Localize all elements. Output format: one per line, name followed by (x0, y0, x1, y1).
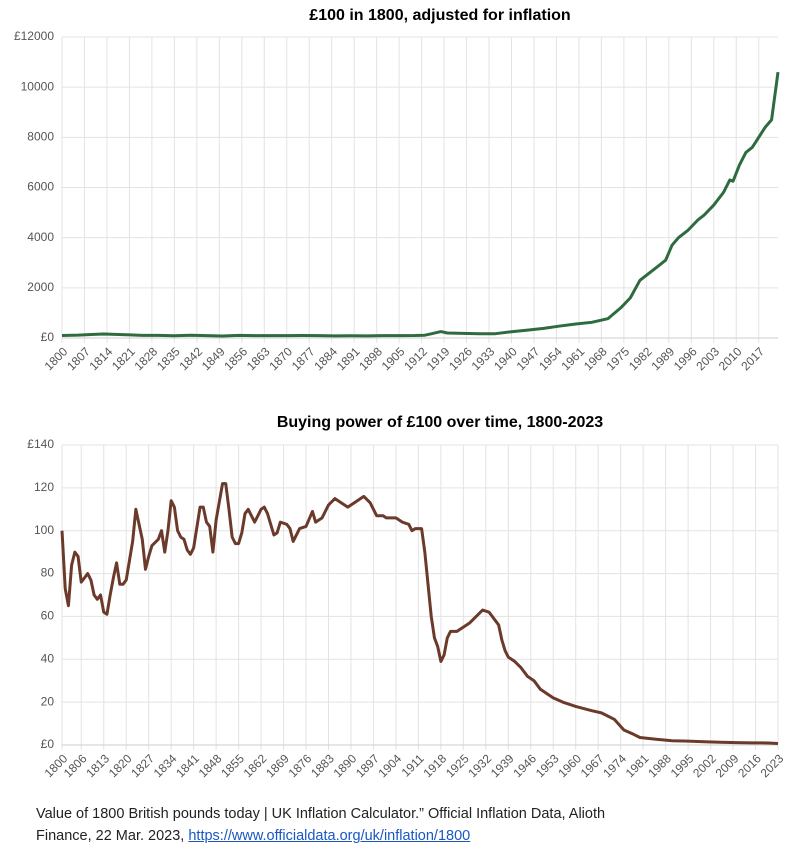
x-tick-label: 1820 (106, 751, 135, 780)
y-tick-label: 20 (41, 694, 55, 708)
x-tick-label: 1834 (151, 751, 180, 780)
citation-link[interactable]: https://www.officialdata.org/uk/inflatio… (188, 828, 471, 844)
x-tick-label: 1842 (176, 344, 205, 373)
x-tick-label: 1821 (109, 344, 138, 373)
x-tick-label: 1933 (469, 344, 498, 373)
x-tick-label: 1926 (446, 344, 475, 373)
x-tick-label: 1919 (424, 344, 453, 373)
x-tick-label: 1835 (154, 344, 183, 373)
y-tick-label: 10000 (21, 79, 55, 93)
x-tick-label: 1946 (510, 751, 539, 780)
x-tick-label: 1918 (420, 751, 449, 780)
x-tick-label: 1884 (311, 344, 340, 373)
y-tick-label: 60 (41, 609, 55, 623)
x-tick-label: 1954 (536, 344, 565, 373)
x-tick-label: 1974 (600, 751, 629, 780)
y-tick-label: £0 (41, 330, 55, 344)
x-tick-label: 1897 (353, 751, 382, 780)
chart-title: Buying power of £100 over time, 1800-202… (277, 414, 603, 431)
x-tick-label: 1813 (83, 751, 112, 780)
x-tick-label: 1849 (199, 344, 228, 373)
x-tick-label: 1939 (488, 751, 517, 780)
x-tick-label: 2016 (735, 751, 764, 780)
x-tick-label: 1967 (578, 751, 607, 780)
x-tick-label: 1961 (559, 344, 588, 373)
x-tick-label: 1877 (289, 344, 318, 373)
x-tick-label: 1827 (128, 751, 157, 780)
y-tick-label: £12000 (14, 29, 54, 43)
x-tick-label: 1862 (241, 751, 270, 780)
x-tick-label: 1841 (173, 751, 202, 780)
x-tick-label: 1898 (356, 344, 385, 373)
x-tick-label: 1848 (196, 751, 225, 780)
y-tick-label: 120 (34, 480, 54, 494)
y-tick-label: £140 (27, 437, 54, 451)
charts: £100 in 1800, adjusted for inflation £0 20… (14, 7, 787, 780)
x-tick-label: 2002 (690, 751, 719, 780)
x-tick-label: 1800 (42, 344, 71, 373)
x-tick-label: 1807 (64, 344, 93, 373)
x-tick-label: 1925 (443, 751, 472, 780)
x-tick-label: 1960 (555, 751, 584, 780)
x-tick-label: 1870 (266, 344, 295, 373)
x-tick-label: 1863 (244, 344, 273, 373)
x-tick-label: 1828 (131, 344, 160, 373)
y-tick-label: £0 (41, 737, 55, 751)
x-tick-label: 1904 (376, 751, 405, 780)
x-tick-label: 1855 (218, 751, 247, 780)
y-tick-label: 40 (41, 651, 55, 665)
x-tick-label: 1996 (671, 344, 700, 373)
y-tick-label: 80 (41, 566, 55, 580)
x-tick-label: 1905 (379, 344, 408, 373)
y-tick-label: 100 (34, 523, 54, 537)
x-tick-label: 1968 (581, 344, 610, 373)
x-tick-label: 1995 (668, 751, 697, 780)
y-tick-label: 4000 (27, 230, 54, 244)
citation: Value of 1800 British pounds today | UK … (36, 803, 656, 847)
x-tick-label: 1911 (399, 751, 427, 779)
y-tick-label: 8000 (27, 130, 54, 144)
data-line (61, 71, 780, 338)
x-tick-label: 2017 (738, 344, 767, 373)
x-tick-label: 1856 (221, 344, 250, 373)
x-tick-label: 1876 (286, 751, 315, 780)
x-tick-label: 2009 (713, 751, 742, 780)
x-tick-label: 2010 (716, 344, 745, 373)
x-tick-label: 1932 (465, 751, 494, 780)
x-tick-label: 1890 (331, 751, 360, 780)
x-tick-label: 1806 (61, 751, 90, 780)
x-tick-label: 1953 (533, 751, 562, 780)
x-tick-label: 1891 (334, 344, 363, 373)
y-tick-label: 2000 (27, 280, 54, 294)
x-tick-label: 1988 (645, 751, 674, 780)
x-tick-label: 1947 (514, 344, 543, 373)
x-tick-label: 2023 (758, 751, 787, 780)
x-tick-label: 2003 (693, 344, 722, 373)
x-tick-label: 1975 (603, 344, 632, 373)
x-tick-label: 1869 (263, 751, 292, 780)
x-tick-label: 1940 (491, 344, 520, 373)
data-line (60, 482, 779, 745)
x-tick-label: 1982 (626, 344, 655, 373)
x-tick-label: 1814 (87, 344, 116, 373)
chart-title: £100 in 1800, adjusted for inflation (309, 7, 570, 24)
x-tick-label: 1912 (401, 344, 430, 373)
citation-text: Value of 1800 British pounds today | UK … (36, 806, 606, 844)
x-tick-label: 1981 (623, 751, 652, 780)
x-tick-label: 1883 (308, 751, 337, 780)
x-tick-label: 1989 (648, 344, 677, 373)
y-tick-label: 6000 (27, 180, 54, 194)
